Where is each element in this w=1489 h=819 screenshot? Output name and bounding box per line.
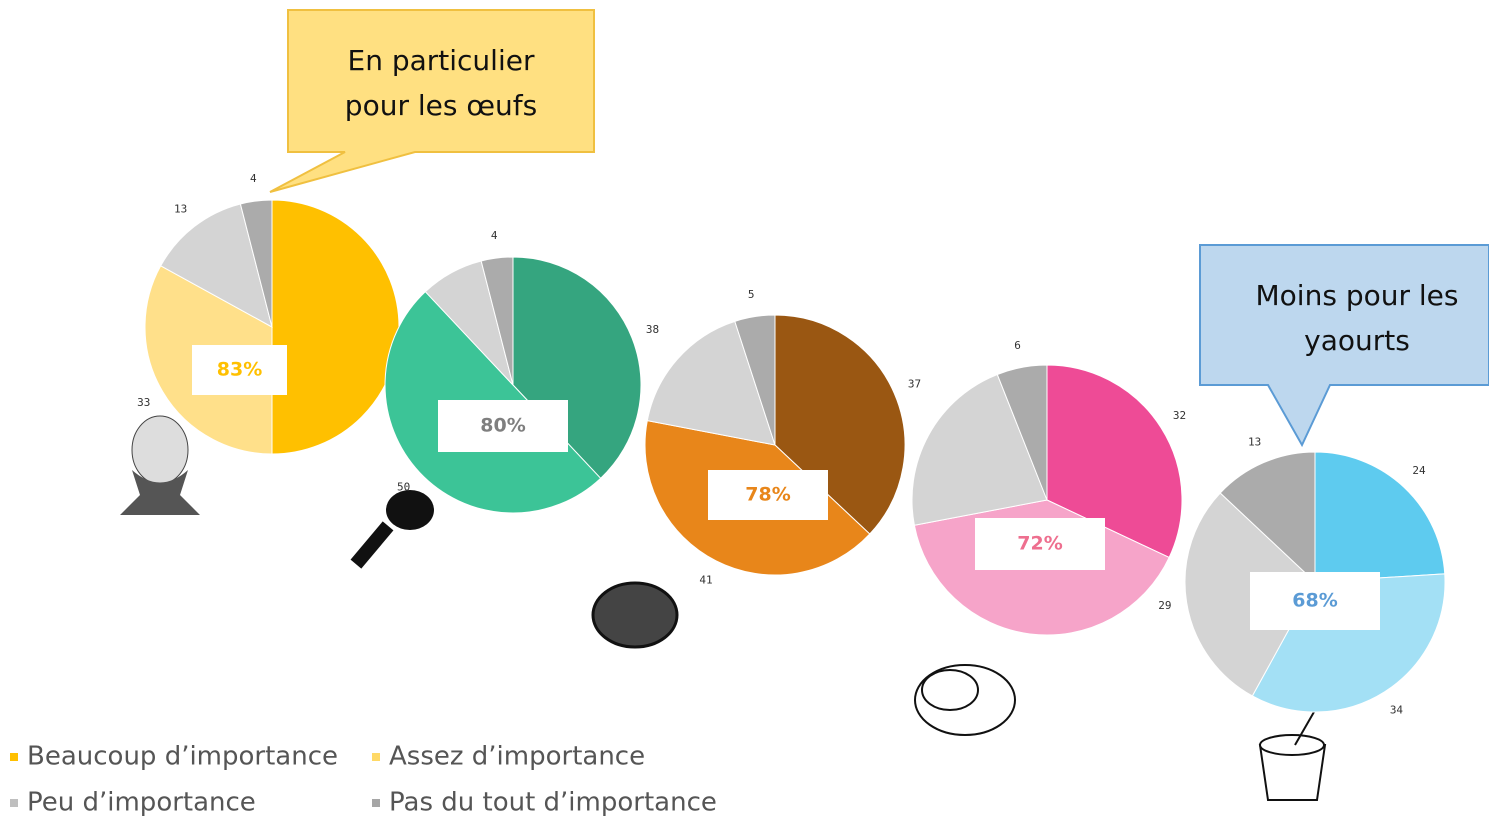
slice-label: 37 — [908, 378, 921, 391]
slice-label: 24 — [1412, 464, 1426, 477]
pie-slice — [646, 320, 776, 446]
legend-label: Pas du tout d’importance — [389, 788, 717, 818]
chicken-icon — [350, 490, 434, 569]
pie-slice — [734, 314, 776, 446]
pie-slice — [1314, 451, 1446, 583]
slice-label: 5 — [748, 288, 755, 301]
legend-label: Beaucoup d’importance — [27, 742, 338, 772]
slice-label: 6 — [1014, 339, 1021, 352]
pie-slice — [271, 199, 400, 455]
pie-slice — [512, 256, 642, 480]
callout-box — [1199, 244, 1489, 448]
pie-slice — [1219, 451, 1316, 584]
legend-swatch — [10, 799, 18, 807]
callout-box — [269, 9, 595, 193]
slice-label: 41 — [699, 573, 712, 586]
slice-label: 4 — [250, 172, 257, 185]
slice-label: 13 — [1248, 436, 1261, 449]
pie-slice — [911, 373, 1048, 526]
slice-label: 4 — [491, 229, 498, 242]
pie-slice — [239, 199, 273, 328]
slice-label: 29 — [1158, 599, 1171, 612]
slice-label: 13 — [174, 202, 187, 215]
legend-label: Peu d’importance — [27, 788, 256, 818]
meat-icon — [591, 581, 679, 649]
legend-swatch — [372, 753, 380, 761]
callout-text: yaourts — [1304, 324, 1410, 357]
callout-text: Moins pour les — [1256, 279, 1459, 312]
legend-label: Assez d’importance — [389, 742, 645, 772]
legend-swatch — [10, 753, 18, 761]
yogurt-icon — [1258, 704, 1327, 801]
percent-label: 78% — [745, 484, 790, 506]
percent-label: 83% — [217, 359, 262, 381]
callout-text: pour les œufs — [345, 89, 537, 122]
percent-box — [975, 518, 1105, 570]
percent-box — [1250, 572, 1380, 630]
pie-slice — [160, 203, 273, 328]
slice-label: 32 — [1173, 409, 1186, 422]
percent-label: 68% — [1292, 590, 1337, 612]
slice-label: 50 — [397, 481, 410, 494]
pie-slice — [774, 314, 906, 535]
slice-label: 38 — [646, 323, 659, 336]
pie-slice — [480, 256, 514, 386]
percent-box — [708, 470, 828, 520]
pie-slice — [1046, 364, 1183, 559]
slice-label: 33 — [137, 396, 150, 409]
egg-icon — [120, 415, 200, 515]
charts: 33 13 4 83% 38 50 4 80% 37 41 5 78% 32 6 72% 24 34 29 13 68… — [10, 44, 1458, 818]
callout-text: En particulier — [348, 44, 535, 77]
percent-box — [192, 345, 287, 395]
legend-swatch — [372, 799, 380, 807]
pie-slice — [996, 364, 1048, 501]
percent-label: 80% — [480, 415, 525, 437]
percent-label: 72% — [1017, 533, 1062, 555]
slice-label: 34 — [1390, 703, 1404, 716]
percent-box — [438, 400, 568, 452]
ham-icon — [914, 664, 1016, 736]
